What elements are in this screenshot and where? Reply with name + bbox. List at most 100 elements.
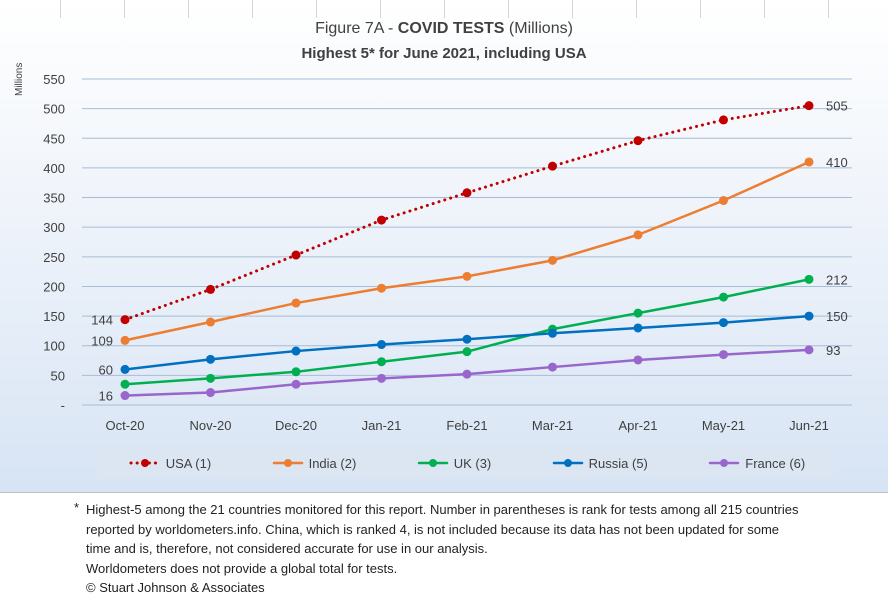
footnote-divider — [0, 492, 888, 493]
footnote-line: reported by worldometers.info. China, wh… — [86, 521, 780, 537]
data-label: 150 — [826, 309, 848, 324]
chart-title-prefix: Figure 7A - — [315, 20, 398, 37]
data-label: 505 — [826, 99, 848, 114]
data-point — [291, 346, 301, 356]
plot-area: 550 500 450 400 350 300 250 200 150 100 50 - Oct-20 N… — [43, 72, 852, 433]
footnote-line: © Stuart Johnson & Associates — [86, 580, 265, 595]
legend-entry: UK (3) — [416, 455, 492, 471]
footnote-line: Highest-5 among the 21 countries monitor… — [86, 502, 799, 517]
legend-marker — [272, 459, 303, 467]
data-point — [120, 391, 130, 401]
data-point — [462, 369, 472, 379]
data-point — [633, 136, 643, 146]
data-point — [548, 362, 557, 372]
x-tick-label: Oct-20 — [105, 418, 144, 433]
data-point — [377, 357, 386, 367]
data-point — [377, 373, 386, 383]
legend-entry: India (2) — [271, 455, 357, 471]
chart-title-suffix: (Millions) — [504, 20, 573, 37]
chart-legend: USA (1) India (2) UK (3) Russia (5) France (… — [98, 448, 835, 478]
y-tick-label: 500 — [43, 102, 65, 117]
series-line — [123, 278, 811, 386]
x-tick-label: Mar-21 — [532, 418, 573, 433]
data-point — [377, 283, 386, 293]
data-point — [291, 250, 301, 260]
data-point — [804, 157, 814, 167]
y-tick-label: 50 — [51, 368, 65, 383]
data-point — [462, 347, 472, 357]
y-tick-label: 450 — [43, 131, 65, 146]
legend-marker — [417, 459, 448, 467]
data-label: 60 — [99, 362, 113, 377]
y-tick-label: 100 — [43, 339, 65, 354]
data-point — [206, 373, 215, 383]
data-point — [633, 308, 643, 318]
y-tick-label: 200 — [43, 279, 65, 294]
data-point — [206, 388, 215, 398]
top-gridlines — [0, 0, 888, 18]
data-point — [719, 115, 728, 125]
data-label: 212 — [826, 272, 848, 287]
x-tick-label: May-21 — [702, 418, 745, 433]
data-point — [804, 101, 814, 111]
chart-title: Figure 7A - COVID TESTS (Millions) — [0, 20, 888, 38]
x-tick-label: Jun-21 — [789, 418, 829, 433]
legend-marker — [552, 459, 583, 467]
y-tick-label: 550 — [43, 72, 65, 87]
data-point — [804, 311, 814, 321]
data-point — [548, 161, 557, 171]
legend-marker — [129, 459, 161, 467]
data-point — [633, 230, 643, 240]
data-point — [206, 317, 215, 327]
y-tick-label: 150 — [43, 309, 65, 324]
legend-entry: France (6) — [707, 456, 805, 471]
legend-entry: USA (1) — [128, 455, 212, 471]
legend-label: Russia (5) — [588, 455, 648, 471]
data-point — [120, 379, 130, 389]
data-point — [719, 292, 728, 302]
y-tick-label: - — [61, 398, 65, 413]
data-point — [120, 315, 130, 325]
data-point — [377, 340, 386, 350]
x-tick-label: Jan-21 — [362, 418, 402, 433]
data-label: 144 — [91, 313, 113, 328]
chart-area: Figure 7A - COVID TESTS (Millions) Highe… — [0, 0, 888, 492]
data-point — [291, 379, 301, 389]
legend-label: France (6) — [745, 455, 806, 471]
data-label: 109 — [91, 333, 113, 348]
legend-label: UK (3) — [453, 455, 492, 471]
y-tick-label: 250 — [43, 250, 65, 265]
data-point — [804, 274, 814, 284]
data-point — [719, 350, 728, 360]
data-label: 93 — [826, 343, 840, 358]
x-tick-label: Dec-20 — [275, 418, 317, 433]
x-tick-label: Apr-21 — [618, 418, 657, 433]
data-point — [120, 335, 130, 345]
data-point — [548, 328, 557, 338]
series-line — [123, 104, 811, 322]
data-point — [291, 367, 301, 377]
data-point — [120, 364, 130, 374]
data-point — [719, 318, 728, 328]
footnote-line: Worldometers does not provide a global t… — [86, 560, 398, 576]
data-point — [462, 188, 472, 198]
data-label: 16 — [99, 389, 113, 404]
data-point — [462, 334, 472, 344]
x-tick-label: Nov-20 — [190, 418, 232, 433]
footnote: * Highest-5 among the 21 countries monit… — [74, 500, 874, 598]
data-point — [804, 345, 814, 355]
data-point — [377, 215, 386, 225]
footnote-star: * — [74, 500, 80, 515]
data-point — [548, 255, 557, 265]
y-tick-label: 400 — [43, 161, 65, 176]
x-tick-label: Feb-21 — [446, 418, 487, 433]
legend-marker — [709, 459, 740, 467]
data-point — [719, 196, 728, 206]
chart-title-bold: COVID TESTS — [397, 20, 505, 37]
legend-label: USA (1) — [165, 455, 212, 471]
data-label: 410 — [826, 155, 848, 170]
legend-label: India (2) — [308, 455, 357, 471]
data-point — [291, 298, 301, 308]
footnote-line: time and is, therefore, not considered a… — [86, 541, 488, 556]
data-point — [633, 355, 643, 365]
